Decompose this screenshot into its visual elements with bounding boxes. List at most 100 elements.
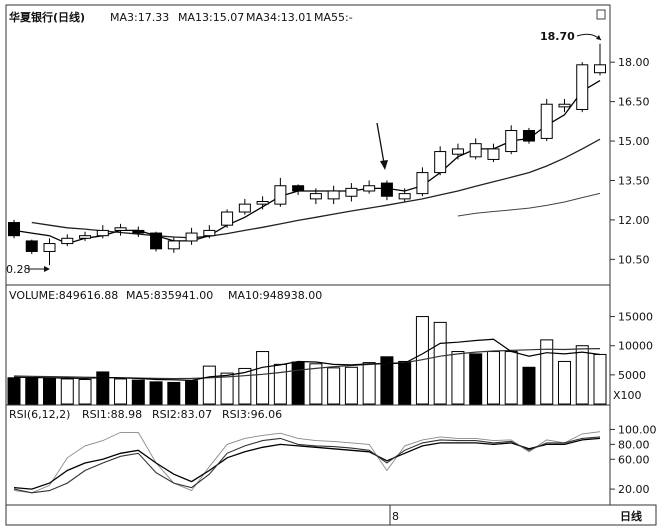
candle [221, 209, 234, 228]
rsi1-label: RSI1:88.98 [82, 408, 142, 421]
volume-tick-label: 10000 [618, 340, 653, 353]
candle-body [96, 229, 109, 237]
candle [558, 98, 571, 113]
time-axis-bar [5, 504, 657, 526]
candle [238, 198, 251, 215]
ma3-label: MA3:17.33 [110, 11, 169, 24]
candle [380, 180, 393, 201]
rsi-panel: RSI(6,12,2) RSI1:88.98 RSI2:83.07 RSI3:9… [5, 404, 657, 506]
volume-bar [149, 381, 163, 405]
signal-arrow [376, 122, 385, 164]
candle-body [398, 193, 411, 200]
time-axis-tick-label: 8 [392, 510, 399, 523]
candle-body [25, 240, 38, 252]
price-ma-lines [13, 80, 601, 245]
candle-body [43, 243, 56, 252]
candle [79, 231, 92, 241]
volume-bar [557, 360, 571, 405]
candle [363, 180, 376, 194]
volume-bar [60, 378, 74, 405]
low-annotation-label: 0.28 [6, 263, 31, 276]
candle-body [363, 185, 376, 192]
candle-body [292, 185, 305, 192]
volume-bar [114, 378, 128, 405]
volume-bar [7, 377, 21, 405]
candle-body [309, 193, 322, 200]
rsi3-line [13, 436, 601, 494]
volume-axis: 15000 10000 5000 [610, 311, 653, 382]
volume-bar [451, 351, 465, 405]
candle-body [540, 103, 553, 139]
candle [451, 143, 464, 160]
rsi-tick-label: 80.00 [618, 438, 650, 451]
candle [167, 236, 180, 253]
volume-bar [273, 363, 287, 405]
volume-bar [202, 365, 216, 405]
volume-bar [469, 353, 483, 405]
rsi-tick-label: 100.00 [618, 423, 657, 436]
candle-body [505, 130, 518, 153]
panel-toggle-icon[interactable] [596, 9, 606, 20]
candle [469, 138, 482, 160]
rsi-lines [13, 431, 601, 494]
volume-unit: X100 [613, 389, 642, 402]
candle-body [434, 151, 447, 174]
candle-body [327, 190, 340, 200]
rsi-tick-label: 60.00 [618, 453, 650, 466]
candle-body [594, 64, 606, 74]
candle [576, 62, 589, 113]
candle-body [79, 235, 92, 239]
candle [256, 196, 269, 210]
volume-bar [380, 356, 394, 405]
candle [292, 184, 305, 195]
candle [327, 185, 340, 205]
candle-body [256, 201, 269, 205]
signal-arrowhead [380, 160, 388, 170]
candle [540, 98, 553, 142]
rsi1-line [13, 431, 601, 494]
candle-body [203, 229, 216, 237]
volume-bar [309, 363, 323, 405]
candle-body [380, 182, 393, 197]
candle-body [576, 64, 589, 110]
candle [487, 143, 500, 163]
high-annotation-arrowhead [596, 35, 601, 40]
ma34-line [457, 192, 601, 217]
candle-body [238, 203, 251, 213]
volume-ma-lines [13, 338, 601, 382]
volume-ma5-line [13, 338, 601, 382]
candle-body [61, 237, 74, 245]
volume-bar [131, 379, 145, 405]
candle [345, 183, 358, 202]
rsi-tick-label: 20.00 [618, 483, 650, 496]
rsi2-line [13, 437, 601, 490]
candle [132, 226, 145, 237]
candle [309, 188, 322, 205]
volume-bar [504, 351, 518, 405]
price-tick-label: 13.50 [618, 174, 650, 187]
rsi-name-label: RSI(6,12,2) [9, 408, 70, 421]
volume-bar [344, 366, 358, 405]
price-axis: 18.00 16.50 15.00 13.50 12.00 10.50 [610, 56, 650, 266]
candle [114, 223, 127, 236]
candle-body [132, 229, 145, 234]
volume-ma10-label: MA10:948938.00 [228, 289, 322, 302]
volume-bar [327, 367, 341, 405]
volume-bar [486, 351, 500, 405]
candle [150, 231, 163, 252]
period-toggle[interactable]: 日线 [620, 509, 642, 523]
chart-title: 华夏银行(日线) [9, 10, 85, 24]
candle-body [167, 240, 180, 250]
candle-body [345, 187, 358, 197]
candle [25, 239, 38, 255]
candle-body [451, 148, 464, 155]
volume-bar [185, 380, 199, 405]
candle-body [558, 103, 571, 108]
volume-bar [220, 372, 234, 405]
candle-body [416, 172, 429, 195]
candle-body [185, 232, 198, 242]
volume-bar [25, 377, 39, 405]
volume-bar [256, 351, 270, 405]
volume-bar [96, 371, 110, 405]
